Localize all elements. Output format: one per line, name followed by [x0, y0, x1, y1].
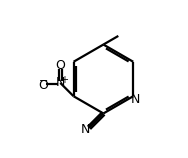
Text: +: +: [60, 75, 68, 85]
Text: N: N: [81, 123, 90, 136]
Text: N: N: [131, 93, 140, 106]
Text: O: O: [38, 79, 48, 92]
Text: −: −: [38, 76, 48, 86]
Text: O: O: [55, 59, 65, 72]
Text: N: N: [56, 76, 65, 89]
